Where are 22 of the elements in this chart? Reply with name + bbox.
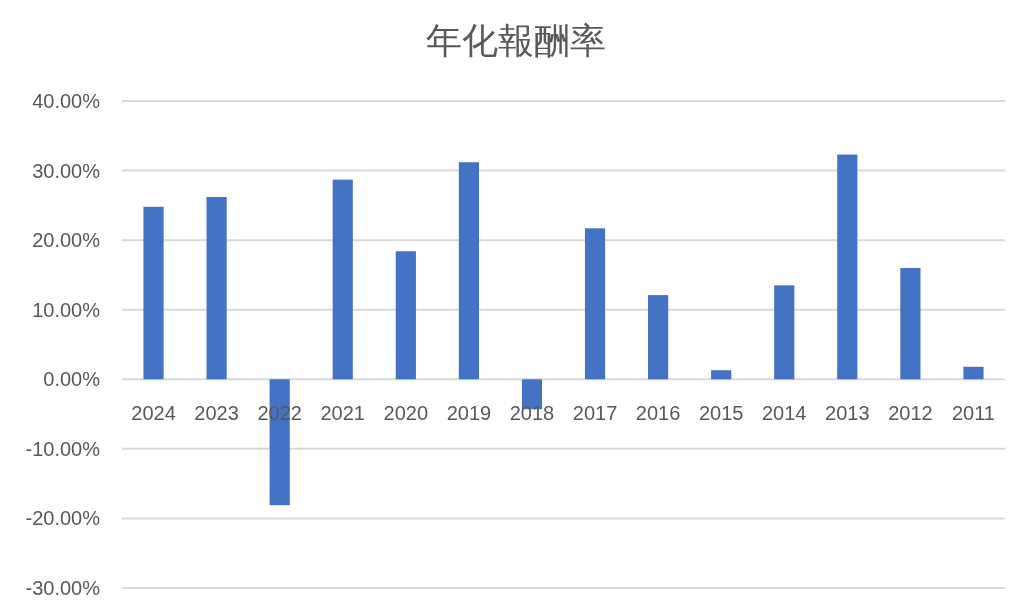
x-tick-label: 2024 [131,402,176,425]
x-tick-label: 2013 [825,402,870,425]
y-tick-label: -30.00% [25,577,101,599]
x-tick-label: 2021 [320,402,365,425]
x-tick-label: 2016 [635,402,681,425]
y-tick-label: -20.00% [25,507,101,530]
y-tick-label: 40.00% [32,90,101,112]
x-tick-label: 2012 [888,402,933,425]
x-tick-label: 2017 [572,402,618,425]
x-tick-label: 2018 [509,402,555,425]
y-tick-label: -10.00% [25,437,101,460]
chart-title: 年化報酬率 [426,20,606,61]
x-tick-label: 2019 [446,402,492,425]
x-tick-label: 2020 [383,402,429,425]
y-tick-label: 0.00% [43,368,101,391]
x-tick-label: 2015 [698,402,744,425]
y-tick-label: 10.00% [32,298,101,321]
y-tick-label: 20.00% [32,229,101,252]
x-tick-label: 2011 [951,402,995,425]
y-tick-label: 30.00% [32,159,101,182]
x-tick-label: 2023 [194,402,239,425]
x-tick-label: 2014 [762,402,807,425]
